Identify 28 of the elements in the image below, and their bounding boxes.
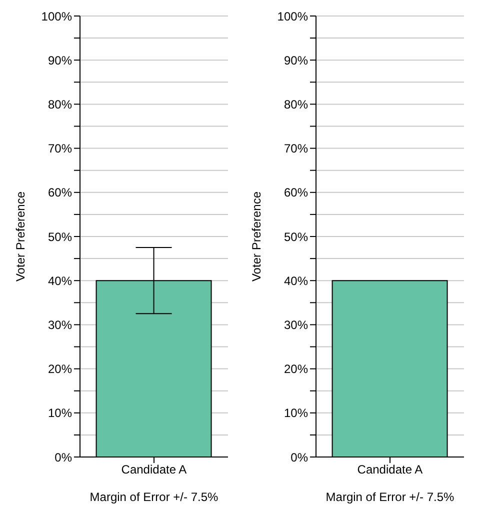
x-tick-label: Candidate A <box>121 462 187 477</box>
y-tick-label: 40% <box>284 274 308 288</box>
y-tick-label: 30% <box>284 318 308 332</box>
y-tick-label: 100% <box>277 9 308 24</box>
y-tick-label: 0% <box>54 450 72 464</box>
x-tick-label: Candidate A <box>357 462 423 477</box>
y-axis-title: Voter Preference <box>13 191 28 282</box>
y-tick-label: 30% <box>48 318 72 332</box>
y-tick-label: 60% <box>48 186 72 200</box>
x-axis-title: Margin of Error +/- 7.5% <box>90 490 219 504</box>
y-tick-label: 100% <box>41 9 72 24</box>
y-tick-label: 40% <box>48 274 72 288</box>
y-tick-label: 90% <box>48 53 72 68</box>
y-tick-label: 80% <box>284 97 308 112</box>
y-tick-label: 20% <box>284 362 308 376</box>
y-tick-label: 80% <box>48 97 72 112</box>
y-tick-label: 50% <box>48 230 72 244</box>
y-tick-label: 60% <box>284 186 308 200</box>
x-axis-title: Margin of Error +/- 7.5% <box>326 490 455 504</box>
y-tick-label: 10% <box>48 406 72 420</box>
y-axis-title: Voter Preference <box>249 191 264 282</box>
y-tick-label: 90% <box>284 53 308 68</box>
y-tick-label: 50% <box>284 230 308 244</box>
y-tick-label: 70% <box>284 142 308 156</box>
y-tick-label: 10% <box>284 406 308 420</box>
y-tick-label: 20% <box>48 362 72 376</box>
y-tick-label: 70% <box>48 142 72 156</box>
y-tick-label: 0% <box>290 450 308 464</box>
